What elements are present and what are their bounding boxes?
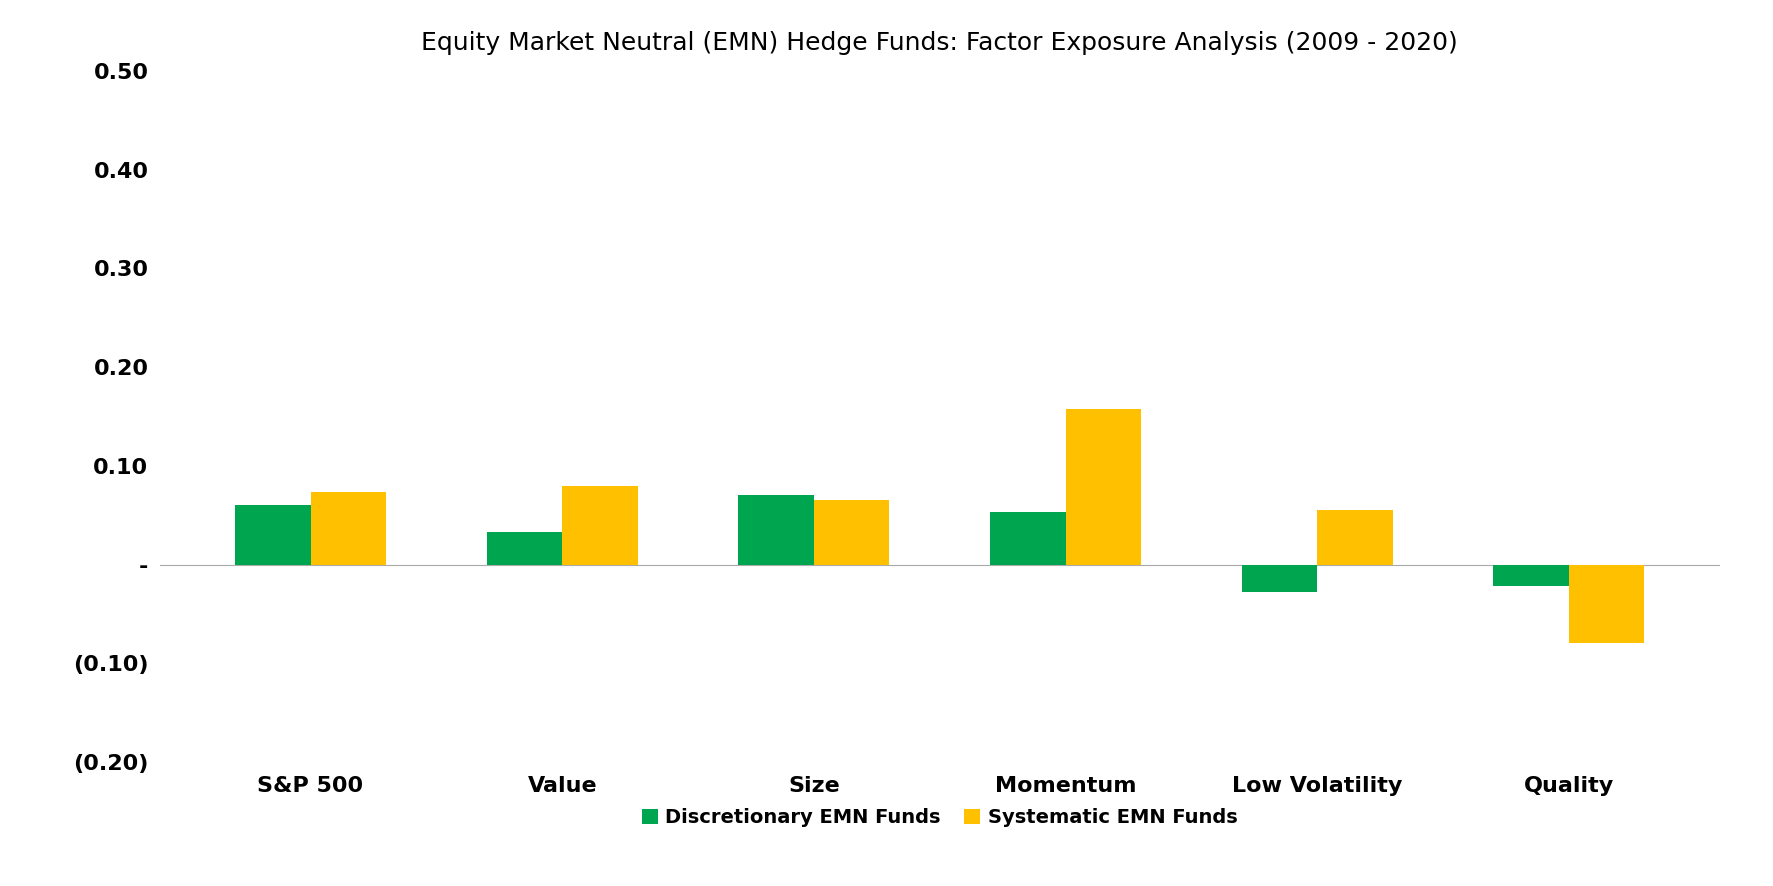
Bar: [1066, 408, 1142, 564]
Bar: [814, 501, 890, 564]
Bar: [1569, 564, 1644, 643]
Legend: Discretionary EMN Funds, Systematic EMN Funds: Discretionary EMN Funds, Systematic EMN …: [635, 801, 1245, 835]
Bar: [989, 512, 1066, 564]
Bar: [1317, 510, 1392, 564]
Bar: [1241, 564, 1317, 592]
Bar: [738, 495, 814, 564]
Bar: [488, 532, 562, 564]
Title: Equity Market Neutral (EMN) Hedge Funds: Factor Exposure Analysis (2009 - 2020): Equity Market Neutral (EMN) Hedge Funds:…: [422, 31, 1457, 55]
Bar: [310, 493, 387, 564]
Bar: [1493, 564, 1569, 587]
Bar: [562, 486, 638, 564]
Bar: [236, 505, 310, 564]
